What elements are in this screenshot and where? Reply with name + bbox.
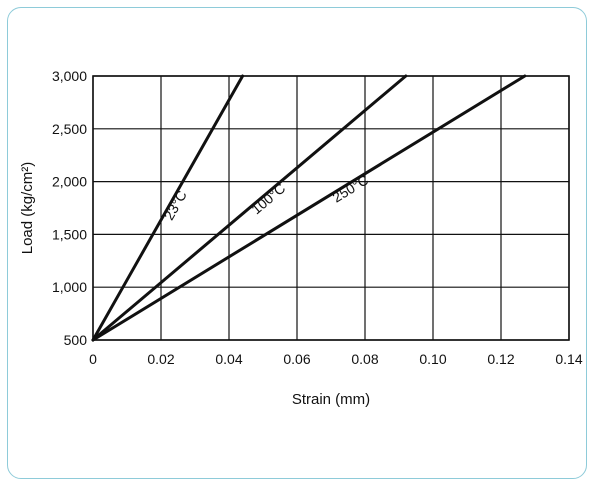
y-tick-label: 2,000 xyxy=(52,174,87,190)
series-label-0: 23°C xyxy=(160,188,189,223)
x-tick-label: 0.14 xyxy=(555,351,582,367)
series-line-1 xyxy=(91,74,408,342)
series-label-1: 100°C xyxy=(248,180,288,217)
plot-border xyxy=(92,75,570,341)
x-tick-label: 0.04 xyxy=(215,351,242,367)
x-tick-label: 0.02 xyxy=(147,351,174,367)
series-labels: 23°C 100°C 250°C xyxy=(160,171,371,222)
y-tick-label: 500 xyxy=(64,332,88,348)
x-tick-label: 0.12 xyxy=(487,351,514,367)
y-tick-label: 3,000 xyxy=(52,68,87,84)
x-tick-label: 0 xyxy=(89,351,97,367)
y-tick-label: 1,500 xyxy=(52,226,87,242)
x-tick-label: 0.08 xyxy=(351,351,378,367)
y-tick-labels: 500 1,000 1,500 2,000 2,500 3,000 xyxy=(52,68,87,348)
x-axis-title: Strain (mm) xyxy=(292,391,370,408)
x-tick-label: 0.06 xyxy=(283,351,310,367)
y-tick-label: 2,500 xyxy=(52,121,87,137)
x-tick-label: 0.10 xyxy=(419,351,446,367)
y-axis-title: Load (kg/cm²) xyxy=(19,162,36,255)
x-tick-labels: 0 0.02 0.04 0.06 0.08 0.10 0.12 0.14 xyxy=(89,351,583,367)
series-lines xyxy=(91,74,527,342)
series-line-2 xyxy=(91,74,527,342)
series-line-0 xyxy=(91,74,245,342)
y-tick-label: 1,000 xyxy=(52,279,87,295)
